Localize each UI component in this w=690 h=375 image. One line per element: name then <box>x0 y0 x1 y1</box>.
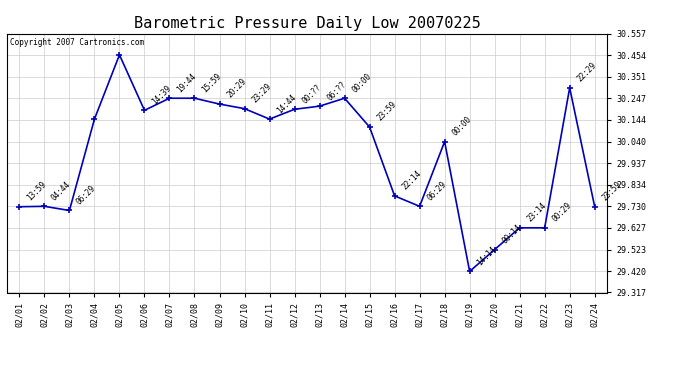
Text: 23:14: 23:14 <box>525 201 548 223</box>
Title: Barometric Pressure Daily Low 20070225: Barometric Pressure Daily Low 20070225 <box>134 16 480 31</box>
Text: 13:59: 13:59 <box>25 180 48 203</box>
Text: 04:44: 04:44 <box>50 179 72 202</box>
Text: 22:14: 22:14 <box>400 169 423 192</box>
Text: 23:59: 23:59 <box>375 100 398 123</box>
Text: 15:59: 15:59 <box>200 71 223 94</box>
Text: 00:??: 00:?? <box>300 82 323 105</box>
Text: Copyright 2007 Cartronics.com: Copyright 2007 Cartronics.com <box>10 38 144 46</box>
Text: 23:29: 23:29 <box>250 82 273 105</box>
Text: 14:14: 14:14 <box>475 244 498 267</box>
Text: 00:00: 00:00 <box>350 71 373 94</box>
Text: 06:29: 06:29 <box>425 179 448 202</box>
Text: 23:59: 23:59 <box>600 180 623 203</box>
Text: 06:29: 06:29 <box>75 184 98 206</box>
Text: 19:44: 19:44 <box>175 71 198 94</box>
Text: 00:14: 00:14 <box>500 223 523 245</box>
Text: 00:29: 00:29 <box>550 201 573 223</box>
Text: 14:39: 14:39 <box>150 84 172 106</box>
Text: 06:??: 06:?? <box>325 79 348 102</box>
Text: 22:29: 22:29 <box>575 61 598 84</box>
Text: 14:44: 14:44 <box>275 92 298 115</box>
Text: 20:29: 20:29 <box>225 77 248 100</box>
Text: 00:00: 00:00 <box>450 115 473 138</box>
